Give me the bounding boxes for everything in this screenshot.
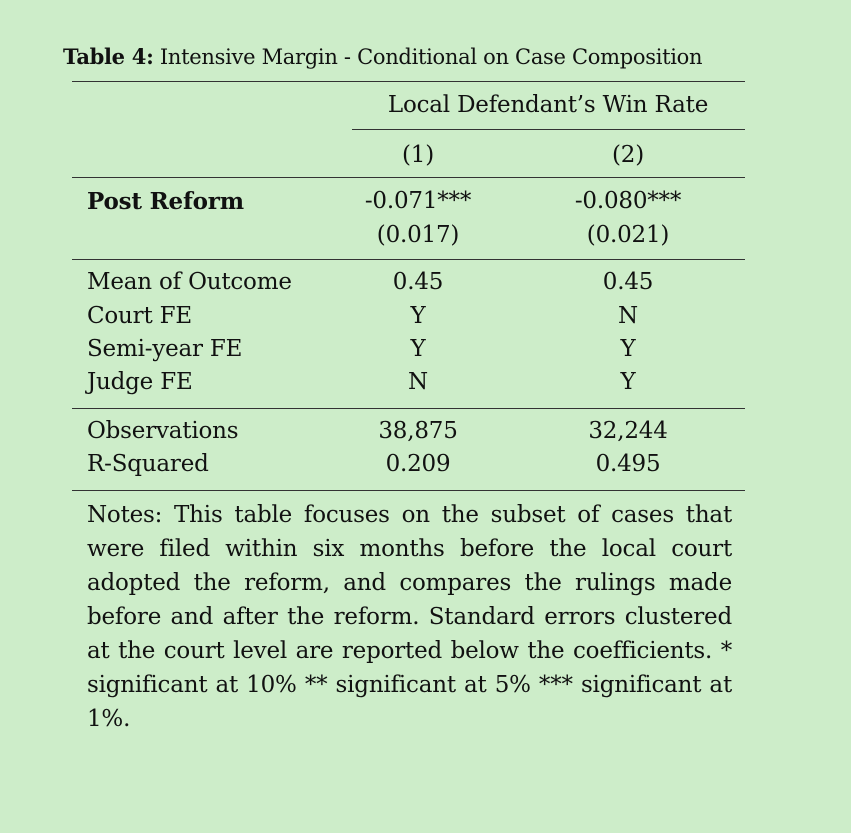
mean-outcome-col-1: 0.45 (392, 269, 444, 295)
table-label: Table 4: (63, 44, 154, 69)
row-label-observations: Observations (87, 418, 239, 444)
row-label-post-reform: Post Reform (87, 188, 244, 215)
column-header-1: (1) (402, 142, 434, 168)
table-title: Intensive Margin - Conditional on Case C… (159, 45, 703, 69)
r-squared-col-2: 0.495 (595, 451, 661, 477)
top-rule (72, 81, 745, 82)
header-rule (72, 177, 745, 178)
se-col-2: (0.021) (586, 222, 670, 248)
row-label-r-squared: R-Squared (87, 451, 209, 477)
mean-outcome-col-2: 0.45 (602, 269, 654, 295)
coef-col-2: -0.080*** (574, 188, 682, 214)
row-label-judge-fe: Judge FE (87, 369, 193, 395)
coef-rule (72, 259, 745, 260)
indicator-rule (72, 408, 745, 409)
row-label-mean-outcome: Mean of Outcome (87, 269, 292, 295)
judge-fe-col-2: Y (620, 369, 636, 395)
table-caption: Table 4: Intensive Margin - Conditional … (63, 44, 703, 69)
semi-year-fe-col-2: Y (620, 336, 636, 362)
semi-year-fe-col-1: Y (410, 336, 426, 362)
observations-col-2: 32,244 (588, 418, 668, 444)
judge-fe-col-1: N (408, 369, 428, 395)
r-squared-col-1: 0.209 (385, 451, 451, 477)
observations-col-1: 38,875 (378, 418, 458, 444)
court-fe-col-1: Y (410, 303, 426, 329)
row-label-semi-year-fe: Semi-year FE (87, 336, 243, 362)
column-header-2: (2) (612, 142, 644, 168)
table-notes: Notes: This table focuses on the subset … (87, 502, 732, 732)
cmidrule (352, 129, 745, 130)
coef-col-1: -0.071*** (364, 188, 472, 214)
bottom-rule (72, 490, 745, 491)
dependent-variable-header: Local Defendant’s Win Rate (387, 92, 709, 118)
court-fe-col-2: N (618, 303, 638, 329)
row-label-court-fe: Court FE (87, 303, 192, 329)
se-col-1: (0.017) (376, 222, 460, 248)
